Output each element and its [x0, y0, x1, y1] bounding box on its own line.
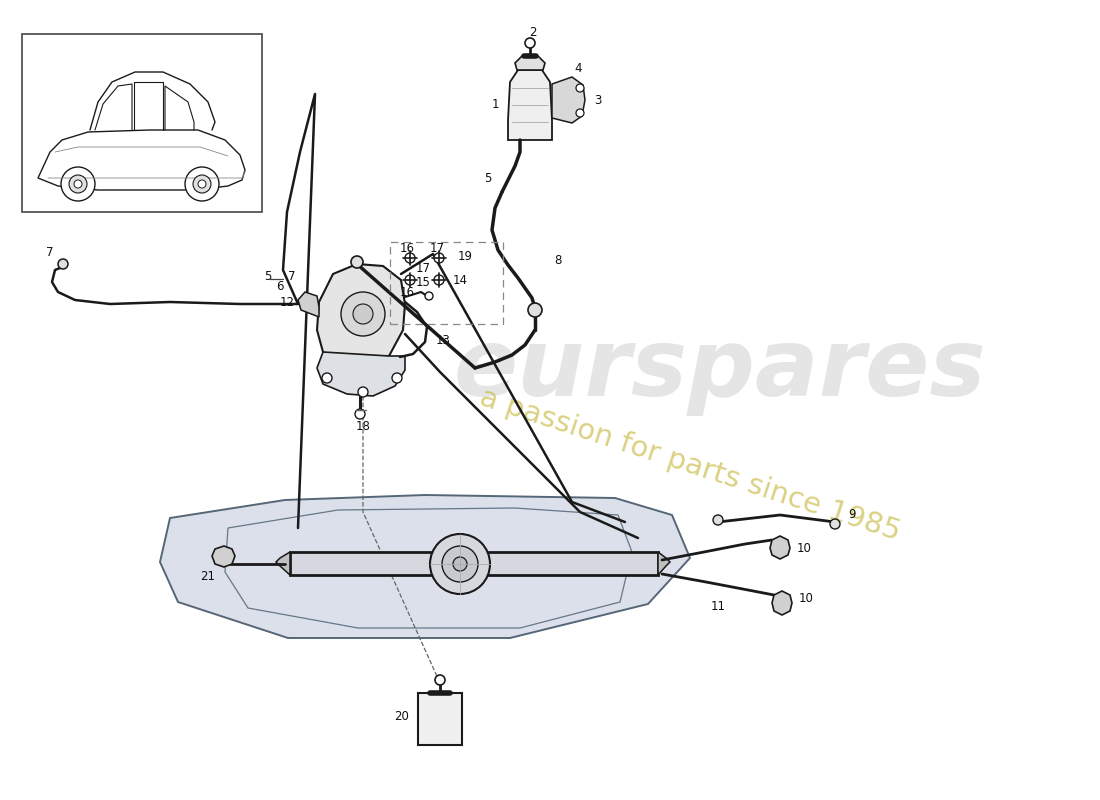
Text: 2: 2	[529, 26, 537, 38]
Polygon shape	[276, 552, 290, 575]
Circle shape	[453, 557, 468, 571]
Circle shape	[528, 303, 542, 317]
Circle shape	[405, 275, 415, 285]
Circle shape	[434, 253, 444, 263]
Text: 3: 3	[594, 94, 602, 106]
Circle shape	[185, 167, 219, 201]
Circle shape	[358, 387, 368, 397]
Circle shape	[341, 292, 385, 336]
Polygon shape	[212, 546, 235, 567]
Circle shape	[713, 515, 723, 525]
Text: 5: 5	[264, 270, 272, 282]
Polygon shape	[515, 56, 544, 70]
Circle shape	[392, 373, 402, 383]
Circle shape	[69, 175, 87, 193]
Text: 7: 7	[46, 246, 54, 258]
Text: eurspares: eurspares	[453, 324, 987, 416]
Text: 7: 7	[288, 270, 296, 282]
Polygon shape	[290, 552, 658, 575]
Circle shape	[198, 180, 206, 188]
Text: 14: 14	[452, 274, 468, 286]
Text: 11: 11	[711, 599, 726, 613]
Polygon shape	[39, 130, 245, 190]
Text: 9: 9	[848, 509, 856, 522]
Text: 21: 21	[200, 570, 216, 582]
Text: 1: 1	[492, 98, 498, 111]
Circle shape	[434, 675, 446, 685]
Text: 13: 13	[436, 334, 450, 346]
Bar	[22, 34, 262, 212]
Circle shape	[355, 409, 365, 419]
Text: 17: 17	[429, 242, 444, 254]
Text: 19: 19	[458, 250, 473, 263]
Polygon shape	[770, 536, 790, 559]
Text: 4: 4	[574, 62, 582, 74]
Text: 5: 5	[484, 171, 492, 185]
Circle shape	[830, 519, 840, 529]
Text: 8: 8	[554, 254, 562, 266]
Text: 10: 10	[796, 542, 812, 554]
Text: 15: 15	[416, 275, 430, 289]
Polygon shape	[552, 77, 585, 123]
Circle shape	[434, 275, 444, 285]
Text: a passion for parts since 1985: a passion for parts since 1985	[476, 383, 904, 546]
Polygon shape	[317, 352, 405, 396]
Circle shape	[576, 109, 584, 117]
Bar	[418, 693, 462, 745]
Polygon shape	[772, 591, 792, 615]
Circle shape	[525, 38, 535, 48]
Circle shape	[60, 167, 95, 201]
Text: 12: 12	[279, 295, 295, 309]
Text: 6: 6	[276, 279, 284, 293]
Circle shape	[322, 373, 332, 383]
Text: 10: 10	[799, 591, 813, 605]
Polygon shape	[508, 70, 552, 140]
Circle shape	[430, 534, 490, 594]
Circle shape	[192, 175, 211, 193]
Circle shape	[74, 180, 82, 188]
Circle shape	[353, 304, 373, 324]
Text: 20: 20	[395, 710, 409, 723]
Text: 18: 18	[355, 419, 371, 433]
Polygon shape	[160, 495, 690, 638]
Text: 16: 16	[399, 286, 415, 298]
Circle shape	[442, 546, 478, 582]
Circle shape	[351, 256, 363, 268]
Circle shape	[425, 292, 433, 300]
Circle shape	[576, 84, 584, 92]
Text: 17: 17	[416, 262, 430, 274]
Polygon shape	[658, 552, 670, 575]
Circle shape	[405, 253, 415, 263]
Polygon shape	[298, 292, 319, 317]
Circle shape	[58, 259, 68, 269]
Text: 16: 16	[399, 242, 415, 254]
Polygon shape	[317, 264, 405, 364]
